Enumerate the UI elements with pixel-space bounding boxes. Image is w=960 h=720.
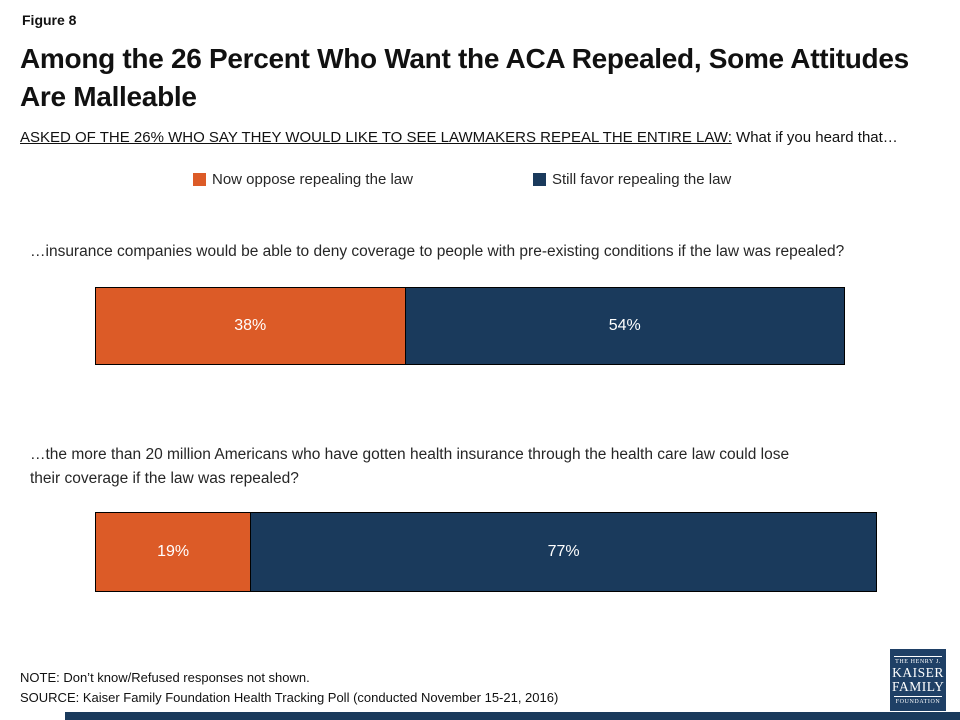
bar-segment-oppose: 38% (96, 288, 406, 364)
bar-value-label: 19% (157, 543, 190, 560)
kff-logo-kaiser: KAISER (892, 664, 944, 680)
question-preexisting-conditions: …insurance companies would be able to de… (30, 243, 845, 260)
stacked-bar-preexisting: 38% 54% (95, 287, 845, 365)
bar-segment-oppose: 19% (96, 513, 252, 591)
bar-segment-favor: 54% (405, 288, 844, 364)
bar-segment-favor: 77% (251, 513, 876, 591)
bar-value-label: 54% (608, 317, 641, 334)
legend-swatch-orange (193, 173, 206, 186)
slide-title: Among the 26 Percent Who Want the ACA Re… (20, 43, 909, 112)
legend-item-oppose: Now oppose repealing the law (193, 171, 413, 188)
legend-swatch-navy (533, 173, 546, 186)
source-line: SOURCE: Kaiser Family Foundation Health … (20, 690, 559, 705)
footer-accent-bar (65, 712, 960, 720)
bar-value-label: 77% (547, 543, 580, 560)
kff-logo-family: FAMILY (892, 678, 945, 694)
legend-item-favor: Still favor repealing the law (533, 171, 731, 188)
legend-label-favor: Still favor repealing the law (552, 171, 732, 188)
kff-logo: THE HENRY J. KAISER FAMILY FOUNDATION (890, 649, 946, 711)
footnote: NOTE: Don’t know/Refused responses not s… (20, 670, 310, 685)
legend-label-oppose: Now oppose repealing the law (212, 171, 413, 188)
kff-logo-foundation: FOUNDATION (894, 695, 942, 705)
bar-value-label: 38% (234, 317, 267, 334)
figure-label: Figure 8 (22, 12, 77, 28)
question-stem-underlined: ASKED OF THE 26% WHO SAY THEY WOULD LIKE… (20, 129, 732, 146)
stacked-bar-coverage-loss: 19% 77% (95, 512, 877, 592)
kff-logo-henry: THE HENRY J. (894, 655, 942, 665)
question-stem-rest: What if you heard that… (731, 129, 898, 146)
question-coverage-loss: …the more than 20 million Americans who … (30, 446, 790, 487)
question-stem: ASKED OF THE 26% WHO SAY THEY WOULD LIKE… (20, 129, 940, 146)
